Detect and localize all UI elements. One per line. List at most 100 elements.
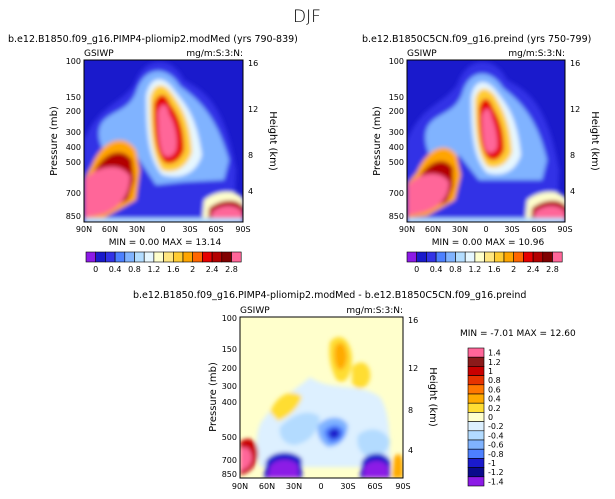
panel-2-x-tick-30s: 30S xyxy=(504,225,519,234)
colorbar-bottom-box-10 xyxy=(467,439,485,450)
panel-2-x-tick-90s: 90S xyxy=(557,225,572,234)
colorbar-bottom-label-7: 0 xyxy=(488,413,493,422)
panel-1-y-tick-500: 500 xyxy=(66,158,81,167)
colorbar-top-left-box-7 xyxy=(153,251,164,263)
panel-3-band-13 xyxy=(392,454,403,478)
colorbar-top-right-box-8 xyxy=(484,251,495,263)
panel-1-y2-tick-4: 4 xyxy=(248,187,253,196)
colorbar-top-right-box-7 xyxy=(474,251,485,263)
panel-1-y2-label: Height (km) xyxy=(267,111,278,171)
panel-1-y-tick-100: 100 xyxy=(66,57,81,66)
colorbar-bottom-label-10: -0.6 xyxy=(488,441,504,450)
panel-2-y-tick-700: 700 xyxy=(389,189,404,198)
panel-3-band-3 xyxy=(334,342,347,370)
panel-1-core xyxy=(158,104,177,157)
panel-1-frame xyxy=(83,59,244,223)
colorbar-bottom-box-0 xyxy=(467,347,485,358)
colorbar-bottom-label-5: 0.4 xyxy=(488,395,501,404)
panel-1-y-tick-200: 200 xyxy=(66,107,81,116)
page-title: DJF xyxy=(293,7,321,27)
colorbar-top-right-label-5: 2 xyxy=(511,265,516,274)
colorbar-top-right-box-12 xyxy=(523,251,534,263)
colorbar-top-right-box-11 xyxy=(513,251,524,263)
colorbar-bottom-label-12: -1 xyxy=(488,459,496,468)
panel-2-y-tick-150: 150 xyxy=(389,93,404,102)
panel-1-y2-tick-8: 8 xyxy=(248,151,253,160)
panel-2-y2-tick-12: 12 xyxy=(570,105,580,114)
colorbar-bottom-label-14: -1.4 xyxy=(488,477,504,486)
panel-3-y-tick-150: 150 xyxy=(222,345,237,354)
colorbar-bottom-label-4: 0.6 xyxy=(488,385,501,394)
colorbar-top-right-label-3: 1.2 xyxy=(469,265,482,274)
panel-3-x-tick-30s: 30S xyxy=(340,482,355,491)
panel-3-x-tick-30n: 30N xyxy=(286,482,302,491)
colorbar-top-right-box-5 xyxy=(455,251,466,263)
colorbar-bottom-label-6: 0.2 xyxy=(488,404,501,413)
panel-2-x-tick-90n: 90N xyxy=(399,225,415,234)
panel-1-y2-tick-12: 12 xyxy=(248,105,258,114)
colorbar-top-left-box-4 xyxy=(124,251,135,263)
colorbar-top-right-box-15 xyxy=(552,251,563,263)
colorbar-top-right-label-6: 2.4 xyxy=(527,265,540,274)
panel-2-x-tick-60s: 60S xyxy=(531,225,546,234)
colorbar-top-right: 0 0.4 0.8 1.2 1.6 2 2.4 2.8 xyxy=(406,251,563,274)
panel-3-high-left xyxy=(240,447,252,471)
colorbar-bottom-box-3 xyxy=(467,375,485,386)
colorbar-top-left-label-1: 0.4 xyxy=(109,265,122,274)
colorbar-top-left-box-9 xyxy=(173,251,184,263)
colorbar-top-right-box-1 xyxy=(416,251,427,263)
panel-3-axes: Pressure (mb) Height (km) 100 150 200 30… xyxy=(208,314,438,491)
panel-3-band-1 xyxy=(270,392,302,421)
panel-2-core xyxy=(482,108,498,153)
panel-1-plot xyxy=(84,60,243,222)
panel-1-stats: MIN = 0.00 MAX = 13.14 xyxy=(109,238,222,248)
colorbar-top-left-label-7: 2.8 xyxy=(225,265,238,274)
colorbar-top-right-label-4: 1.6 xyxy=(488,265,501,274)
colorbar-bottom-label-1: 1.2 xyxy=(488,358,501,367)
panel-3-frame xyxy=(239,316,404,479)
panel-2-y2-label: Height (km) xyxy=(589,111,600,171)
panel-2-y2-tick-4: 4 xyxy=(570,187,575,196)
panel-3-y2-label: Height (km) xyxy=(427,367,438,427)
colorbar-bottom-box-2 xyxy=(467,366,485,376)
panel-2-y-tick-200: 200 xyxy=(389,107,404,116)
panel-2-x-tick-60n: 60N xyxy=(425,225,441,234)
colorbar-top-left-box-6 xyxy=(143,251,155,263)
panel-2-surface xyxy=(407,218,565,222)
colorbar-top-left-box-5 xyxy=(134,251,145,263)
colorbar-top-left-label-6: 2.4 xyxy=(206,265,219,274)
colorbar-top-right-box-3 xyxy=(435,251,447,263)
panel-1-x-tick-60n: 60N xyxy=(102,225,118,234)
colorbar-bottom-box-11 xyxy=(467,448,485,459)
panel-2-y2-tick-16: 16 xyxy=(570,59,580,68)
panel-3-y-tick-500: 500 xyxy=(222,433,237,442)
colorbar-top-left-box-10 xyxy=(182,251,193,263)
colorbar-bottom-label-0: 1.4 xyxy=(488,349,501,358)
panel-2-title: b.e12.B1850C5CN.f09_g16.preind (yrs 750-… xyxy=(362,34,591,45)
panel-2-y-tick-300: 300 xyxy=(389,128,404,137)
panel-2-axes: Pressure (mb) Height (km) 100 150 200 30… xyxy=(372,57,600,234)
colorbar-top-right-label-1: 0.4 xyxy=(430,265,443,274)
panel-3-band-9 xyxy=(357,429,390,457)
colorbar-top-left-label-4: 1.6 xyxy=(167,265,180,274)
colorbar-top-right-box-10 xyxy=(503,251,514,263)
panel-1-y2-tick-16: 16 xyxy=(248,59,258,68)
colorbar-top-left-box-3 xyxy=(114,251,126,263)
colorbar-bottom: 1.41.210.80.60.40.20-0.2-0.4-0.6-0.8-1-1… xyxy=(467,347,504,486)
colorbar-top-left-box-14 xyxy=(221,251,232,263)
panel-3-low-left-core xyxy=(268,459,298,478)
panel-3-y-tick-400: 400 xyxy=(222,398,237,407)
panel-2-y-tick-500: 500 xyxy=(389,158,404,167)
panel-3-band-5 xyxy=(279,412,320,445)
colorbar-top-left-box-11 xyxy=(192,251,203,263)
colorbar-top-left-label-5: 2 xyxy=(190,265,195,274)
colorbar-top-left-label-2: 0.8 xyxy=(128,265,141,274)
panel-2-right-label: mg/m:S:3:N: xyxy=(508,49,565,59)
colorbar-bottom-label-9: -0.4 xyxy=(488,431,504,440)
panel-2-y-label: Pressure (mb) xyxy=(372,106,383,176)
panel-2-y-tick-100: 100 xyxy=(389,57,404,66)
colorbar-bottom-box-9 xyxy=(467,430,485,441)
panel-1-y-tick-150: 150 xyxy=(66,93,81,102)
colorbar-top-right-box-6 xyxy=(464,251,476,263)
